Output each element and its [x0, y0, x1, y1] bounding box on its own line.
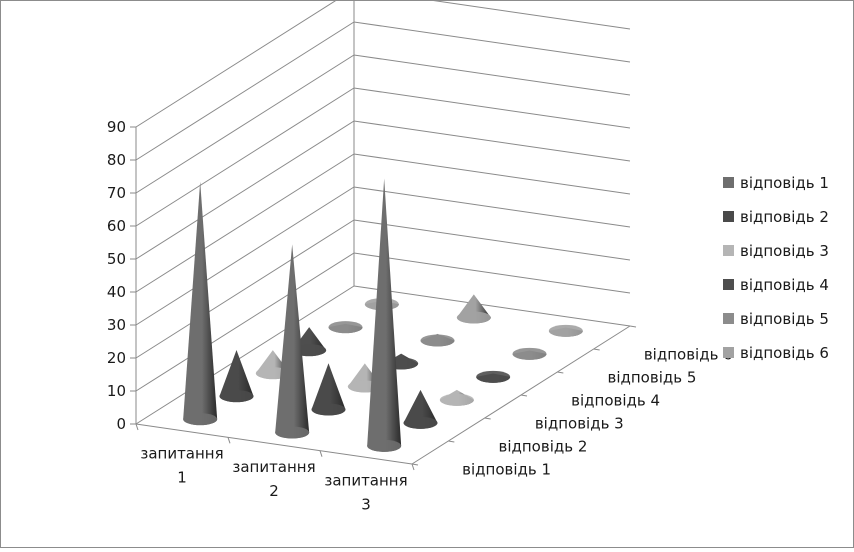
chart-marks — [183, 179, 583, 452]
cone-mark — [367, 179, 401, 452]
legend-swatch — [723, 279, 734, 290]
cone-base — [183, 413, 217, 425]
legend-entry: відповідь 4 — [740, 276, 829, 294]
depth-axis-label: відповідь 5 — [608, 369, 697, 387]
legend-entry: відповідь 1 — [740, 174, 829, 192]
depth-tick-mark — [448, 441, 454, 442]
legend-swatch — [723, 245, 734, 256]
cone-base — [513, 348, 547, 360]
cone-base — [367, 440, 401, 452]
depth-tick-mark — [630, 326, 636, 327]
legend-swatch — [723, 347, 734, 358]
y-tick-label: 40 — [107, 283, 126, 301]
legend-entry: відповідь 2 — [740, 208, 829, 226]
cone-mark — [440, 390, 474, 406]
legend-entry: відповідь 5 — [740, 310, 829, 328]
cone-mark — [421, 334, 455, 347]
depth-axis-label: відповідь 4 — [571, 392, 660, 410]
gridline-80 — [136, 22, 630, 160]
x-tick-mark — [412, 464, 414, 470]
y-tick-label: 30 — [107, 316, 126, 334]
depth-tick-mark — [557, 372, 563, 373]
cone-body — [183, 182, 217, 426]
cone-base — [476, 371, 510, 383]
y-tick-label: 20 — [107, 349, 126, 367]
cone-mark — [457, 294, 491, 323]
y-tick-label: 90 — [107, 118, 126, 136]
y-tick-label: 10 — [107, 382, 126, 400]
x-category-label: запитання 2 — [232, 458, 315, 500]
cone-base — [220, 390, 254, 402]
cone-base — [404, 417, 438, 429]
legend-entry: відповідь 6 — [740, 344, 829, 362]
depth-axis-label: відповідь 3 — [535, 415, 624, 433]
depth-tick-mark — [485, 418, 491, 419]
cone-mark — [220, 350, 254, 402]
cone-base — [457, 312, 491, 324]
legend-swatch — [723, 313, 734, 324]
depth-axis-label: відповідь 1 — [462, 461, 551, 479]
cone-mark — [329, 321, 363, 333]
cone-base — [549, 325, 583, 337]
cone-base — [421, 335, 455, 347]
legend: відповідь 1 відповідь 2 відповідь 3 відпові… — [723, 174, 829, 362]
cone-mark — [183, 182, 217, 426]
x-category-label: запитання 3 — [324, 471, 407, 513]
depth-tick-mark — [594, 349, 600, 350]
cone-base — [329, 321, 363, 333]
legend-swatch — [723, 211, 734, 222]
legend-swatch — [723, 177, 734, 188]
x-tick-mark — [320, 451, 322, 457]
y-tick-label: 0 — [116, 415, 126, 433]
y-tick-label: 80 — [107, 151, 126, 169]
x-tick-mark — [136, 424, 138, 430]
gridline-70 — [136, 55, 630, 193]
y-tick-label: 50 — [107, 250, 126, 268]
x-tick-mark — [228, 437, 230, 443]
cone-body — [367, 179, 401, 452]
legend-entry: відповідь 3 — [740, 242, 829, 260]
y-axis: 0 10 20 30 40 50 60 70 80 90 — [107, 118, 136, 433]
depth-tick-mark — [521, 395, 527, 396]
cone-mark — [476, 371, 510, 383]
cone-mark — [513, 348, 547, 360]
y-tick-label: 70 — [107, 184, 126, 202]
x-category-label: запитання 1 — [140, 445, 223, 487]
cone-mark — [312, 363, 346, 415]
cone-base — [440, 394, 474, 406]
cone-base — [312, 404, 346, 416]
depth-tick-mark — [412, 464, 418, 465]
depth-axis-label: відповідь 2 — [499, 438, 588, 456]
cone-base — [275, 427, 309, 439]
cone-mark — [404, 390, 438, 429]
depth-axis-label: відповідь 6 — [644, 346, 733, 364]
y-tick-label: 60 — [107, 217, 126, 235]
gridline-90 — [136, 1, 630, 127]
cone-mark — [549, 325, 583, 337]
